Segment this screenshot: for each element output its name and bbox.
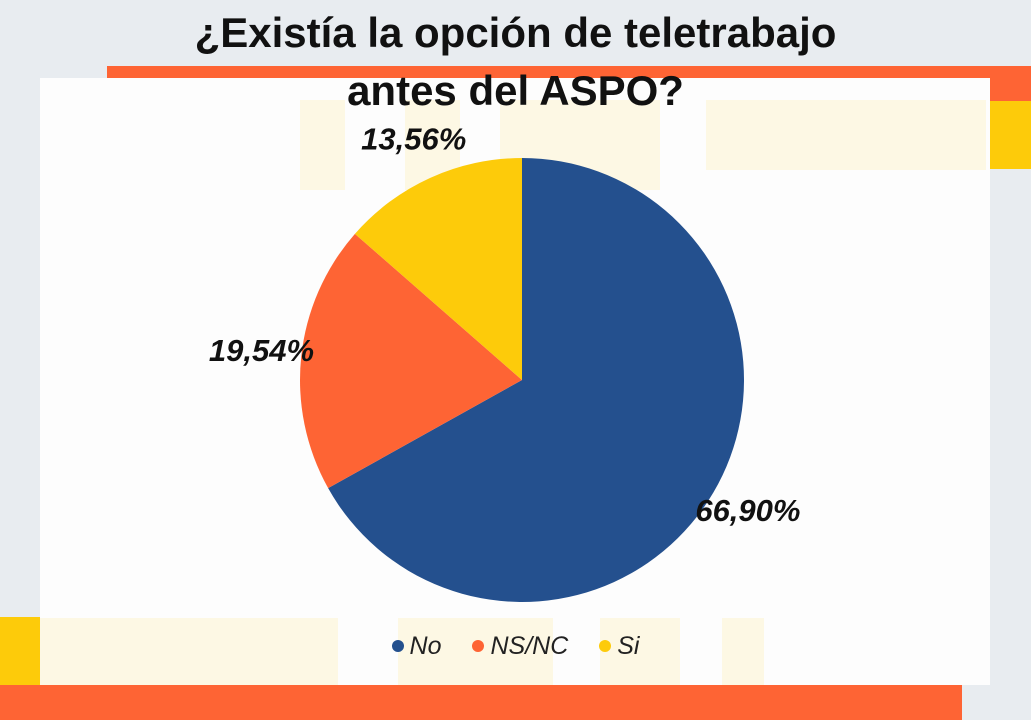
data-label-no: 66,90% xyxy=(695,493,800,528)
decor-pale-strip xyxy=(300,100,345,190)
pie-slice-si xyxy=(354,158,522,380)
decor-bottom-orange-band xyxy=(0,685,962,720)
decor-pale-strip xyxy=(722,618,764,685)
decor-left-yellow-block xyxy=(0,617,40,685)
decor-right-yellow-block xyxy=(990,101,1031,169)
legend-label-nsnc: NS/NC xyxy=(490,631,569,660)
pie-slice-no xyxy=(328,158,745,602)
decor-pale-strip xyxy=(600,618,680,685)
legend-item-no: No xyxy=(391,631,442,661)
pie-slice-nsnc xyxy=(300,233,522,489)
legend-swatch-si xyxy=(599,640,612,652)
chart-title-line-1: ¿Existía la opción de teletrabajo xyxy=(194,9,837,56)
decor-pale-strip xyxy=(40,618,338,685)
legend-label-no: No xyxy=(409,631,442,660)
chart-title: ¿Existía la opción de teletrabajo antes … xyxy=(0,4,1031,120)
decor-pale-strip xyxy=(706,100,986,170)
legend-item-nsnc: NS/NC xyxy=(472,632,568,661)
data-label-si: 13,56% xyxy=(361,122,466,157)
legend-label-si: Si xyxy=(617,631,640,660)
data-label-nsnc: 19,54% xyxy=(209,333,314,368)
legend-swatch-no xyxy=(391,640,404,652)
chart-title-line-2: antes del ASPO? xyxy=(347,67,684,114)
legend: No NS/NC Si xyxy=(0,630,1031,661)
legend-swatch-nsnc xyxy=(472,640,485,652)
legend-item-si: Si xyxy=(599,632,639,661)
